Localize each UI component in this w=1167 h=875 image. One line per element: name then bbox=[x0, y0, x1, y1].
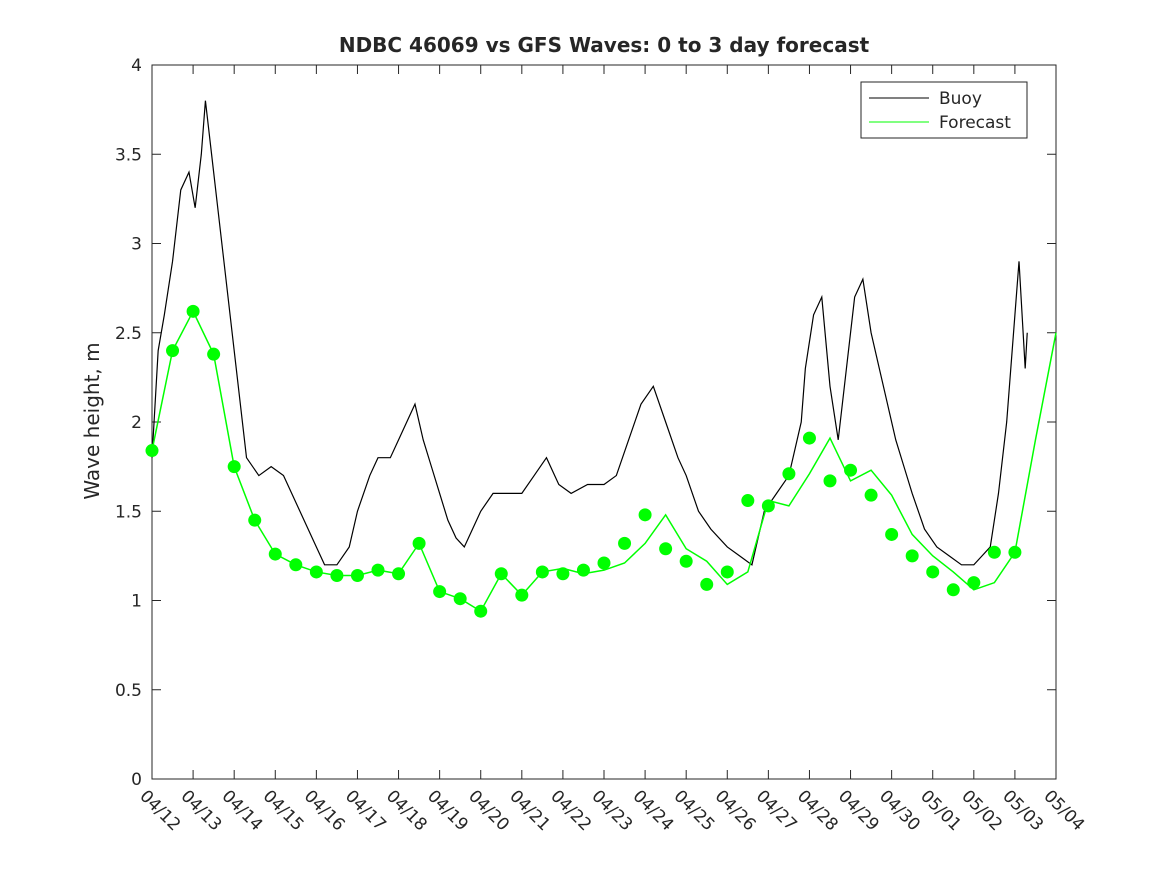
forecast-marker bbox=[802, 431, 816, 445]
forecast-marker bbox=[556, 567, 570, 581]
chart-title: NDBC 46069 vs GFS Waves: 0 to 3 day fore… bbox=[339, 33, 870, 57]
forecast-marker bbox=[350, 569, 364, 583]
forecast-marker bbox=[474, 604, 488, 618]
forecast-marker bbox=[700, 577, 714, 591]
legend-buoy-label: Buoy bbox=[939, 89, 982, 109]
legend-forecast-label: Forecast bbox=[939, 113, 1011, 133]
y-tick-label: 1 bbox=[131, 592, 142, 612]
forecast-marker bbox=[679, 554, 693, 568]
forecast-marker bbox=[494, 567, 508, 581]
forecast-marker bbox=[268, 547, 282, 561]
forecast-marker bbox=[207, 347, 221, 361]
forecast-marker bbox=[227, 460, 241, 474]
y-tick-label: 3 bbox=[131, 235, 142, 255]
forecast-marker bbox=[1008, 545, 1022, 559]
forecast-marker bbox=[741, 494, 755, 508]
forecast-marker bbox=[392, 567, 406, 581]
forecast-marker bbox=[248, 513, 262, 527]
forecast-marker bbox=[844, 463, 858, 477]
y-tick-label: 2.5 bbox=[115, 324, 142, 344]
forecast-marker bbox=[515, 588, 529, 602]
y-tick-label: 3.5 bbox=[115, 145, 142, 165]
forecast-line bbox=[151, 309, 1057, 613]
forecast-marker bbox=[618, 536, 632, 550]
forecast-marker bbox=[330, 569, 344, 583]
buoy-line bbox=[151, 100, 1028, 566]
forecast-marker bbox=[638, 508, 652, 522]
forecast-marker bbox=[371, 563, 385, 577]
forecast-marker bbox=[761, 499, 775, 513]
forecast-marker bbox=[864, 488, 878, 502]
y-axis-label: Wave height, m bbox=[80, 342, 104, 499]
forecast-marker bbox=[433, 585, 447, 599]
y-tick-label: 2 bbox=[131, 413, 142, 433]
forecast-marker bbox=[946, 583, 960, 597]
forecast-marker bbox=[720, 565, 734, 579]
forecast-marker bbox=[309, 565, 323, 579]
y-tick-label: 1.5 bbox=[115, 502, 142, 522]
legend-box bbox=[860, 81, 1028, 139]
forecast-series bbox=[145, 304, 1057, 618]
forecast-marker bbox=[659, 542, 673, 556]
forecast-marker bbox=[453, 592, 467, 606]
forecast-marker bbox=[987, 545, 1001, 559]
forecast-marker bbox=[597, 556, 611, 570]
forecast-marker bbox=[145, 444, 159, 458]
forecast-marker bbox=[885, 527, 899, 541]
forecast-marker bbox=[576, 563, 590, 577]
forecast-marker bbox=[289, 558, 303, 572]
forecast-marker bbox=[823, 474, 837, 488]
forecast-marker bbox=[412, 536, 426, 550]
forecast-marker bbox=[166, 344, 180, 358]
y-tick-label: 0.5 bbox=[115, 681, 142, 701]
forecast-marker bbox=[967, 576, 981, 590]
y-tick-label: 0 bbox=[131, 770, 142, 790]
forecast-marker bbox=[535, 565, 549, 579]
y-tick-label: 4 bbox=[131, 56, 142, 76]
legend: Buoy Forecast bbox=[860, 81, 1028, 139]
forecast-marker bbox=[926, 565, 940, 579]
forecast-marker bbox=[186, 304, 200, 318]
forecast-marker bbox=[905, 549, 919, 563]
y-axis: 0 0.5 1 1.5 2 2.5 3 3.5 4 bbox=[115, 56, 1056, 790]
buoy-series bbox=[151, 100, 1028, 566]
forecast-marker bbox=[782, 467, 796, 481]
